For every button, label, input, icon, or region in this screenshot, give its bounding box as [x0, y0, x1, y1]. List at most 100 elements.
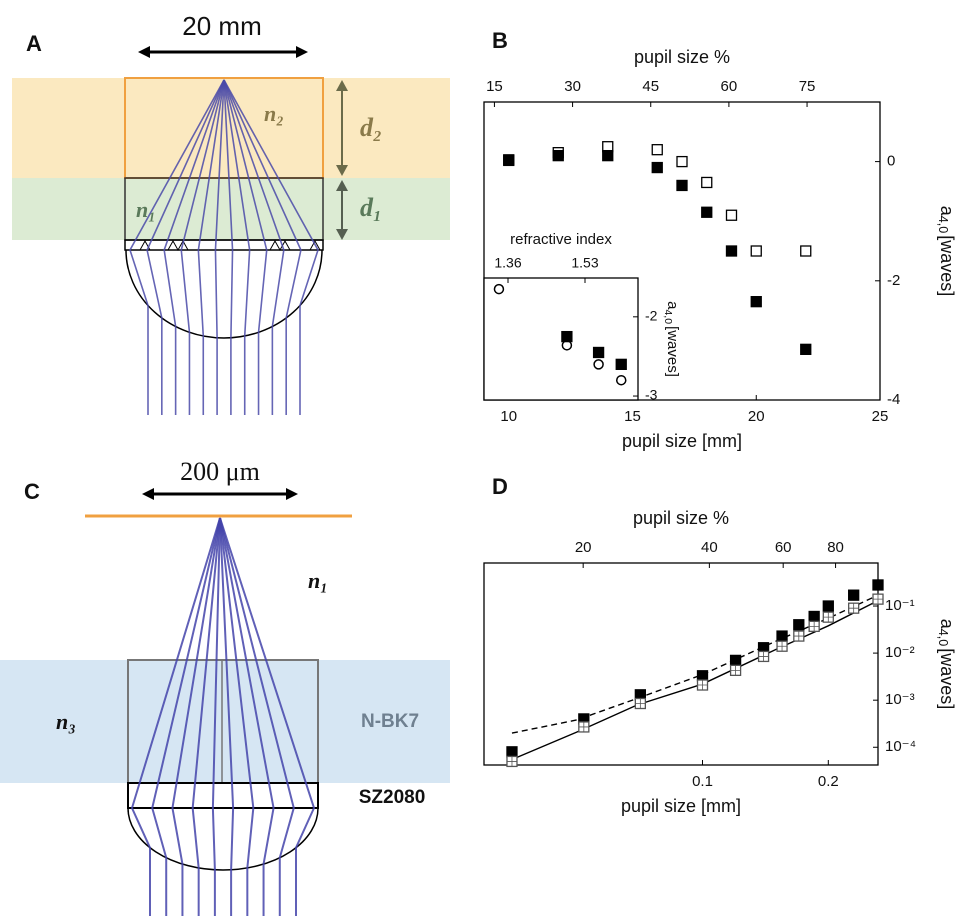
n3-label: n₃ — [56, 709, 76, 734]
arrow-head — [336, 180, 348, 191]
y-label-subscript: 4,0 — [662, 309, 674, 324]
data-point — [701, 206, 713, 218]
data-point — [696, 670, 709, 682]
data-point — [848, 602, 860, 614]
y-tick-label: -4 — [887, 391, 900, 408]
y-label-unit: [waves] — [937, 235, 957, 296]
data-point — [729, 664, 742, 677]
x2-tick-label: 80 — [827, 539, 844, 556]
ray — [191, 517, 221, 916]
ray — [219, 517, 255, 916]
marker-cross — [635, 698, 646, 709]
ray — [219, 517, 316, 916]
panel-label: C — [24, 479, 40, 504]
y-axis-label: a4,0[waves] — [936, 206, 958, 297]
width-label: 20 mm — [182, 11, 261, 41]
grating — [124, 239, 324, 251]
panel-c-diagram: C 200 μm n₁ n₃ N-BK7 SZ2080 — [0, 457, 450, 916]
panel-label: D — [492, 474, 508, 499]
data-point — [822, 600, 834, 612]
marker-cross — [506, 756, 517, 767]
n2-label: n₂ — [264, 101, 284, 126]
y-label-subscript: 4,0 — [936, 216, 950, 234]
data-point — [848, 589, 860, 601]
arrow-head — [296, 46, 308, 58]
ray — [130, 517, 221, 916]
marker-cross — [809, 621, 820, 632]
data-point — [800, 245, 812, 257]
x2-tick-label: 60 — [721, 78, 738, 95]
data-point — [506, 755, 518, 768]
x2-axis-label: pupil size % — [634, 47, 730, 67]
ray — [223, 79, 251, 415]
arrow-head — [138, 46, 150, 58]
marker-cross — [848, 603, 859, 614]
lens — [125, 249, 323, 339]
data-point — [651, 161, 663, 174]
ray — [223, 79, 285, 415]
data-point — [634, 697, 646, 710]
d1-label: d₁ — [360, 193, 382, 222]
ray — [223, 79, 234, 415]
data-point — [493, 283, 505, 295]
ray — [219, 517, 275, 916]
data-point — [506, 746, 518, 758]
y-label-symbol: a — [664, 301, 681, 310]
ray — [171, 517, 221, 916]
data-point — [776, 630, 788, 642]
marker-cross — [730, 665, 741, 676]
data-point — [872, 593, 884, 605]
y-tick-label: 10⁻¹ — [885, 597, 915, 614]
panel-label: A — [26, 31, 42, 56]
rays — [130, 517, 316, 916]
data-point — [561, 330, 573, 343]
ray — [197, 79, 225, 415]
x2-tick-label: 20 — [575, 539, 592, 556]
x2-tick-label: 60 — [775, 539, 792, 556]
n1-label: n₁ — [308, 568, 328, 593]
data-point — [602, 149, 614, 162]
x-tick-label: 20 — [748, 408, 765, 425]
data-point — [696, 679, 709, 691]
y-tick-label: 0 — [887, 153, 895, 170]
x-tick-label: 25 — [872, 408, 889, 425]
data-point — [701, 176, 713, 189]
arrow-head — [336, 229, 348, 240]
data-point — [808, 610, 820, 623]
arrow-head — [142, 488, 154, 500]
y-tick-label: 10⁻³ — [885, 691, 915, 708]
plot-frame — [483, 277, 639, 401]
grating-teeth — [139, 239, 321, 252]
data-point — [750, 245, 762, 257]
plot-frame — [483, 562, 879, 766]
y-tick-label: 10⁻² — [885, 644, 915, 661]
data-point — [578, 721, 590, 733]
x-axis-label: pupil size [mm] — [621, 796, 741, 816]
data-point — [503, 154, 515, 167]
x-axis-label: pupil size [mm] — [622, 431, 742, 451]
marker-cross — [777, 641, 788, 652]
marker-cross — [793, 631, 804, 642]
resin-label: SZ2080 — [359, 787, 426, 808]
x2-tick-label: 30 — [564, 78, 581, 95]
ray — [180, 79, 225, 415]
data-point — [676, 179, 688, 192]
panel-a-diagram: A 20 mm n₂ d₂ n₁ d₁ — [12, 11, 450, 415]
ray — [146, 79, 225, 415]
data-point — [750, 296, 762, 308]
marker-cross — [873, 594, 883, 605]
ray — [214, 79, 225, 415]
y-tick-label: 10⁻⁴ — [885, 738, 916, 755]
data-point — [725, 245, 738, 257]
data-point — [615, 374, 627, 386]
ray — [151, 517, 221, 916]
y-axis-label: a4,0[waves] — [662, 301, 681, 377]
y-tick-label: -2 — [645, 308, 658, 324]
data-point — [592, 346, 605, 359]
x2-axis-label: pupil size % — [633, 508, 729, 528]
rays — [129, 79, 319, 415]
data-point — [676, 155, 688, 168]
y-axis-label: a4,0[waves] — [936, 619, 958, 710]
x2-tick-label: 45 — [642, 78, 659, 95]
